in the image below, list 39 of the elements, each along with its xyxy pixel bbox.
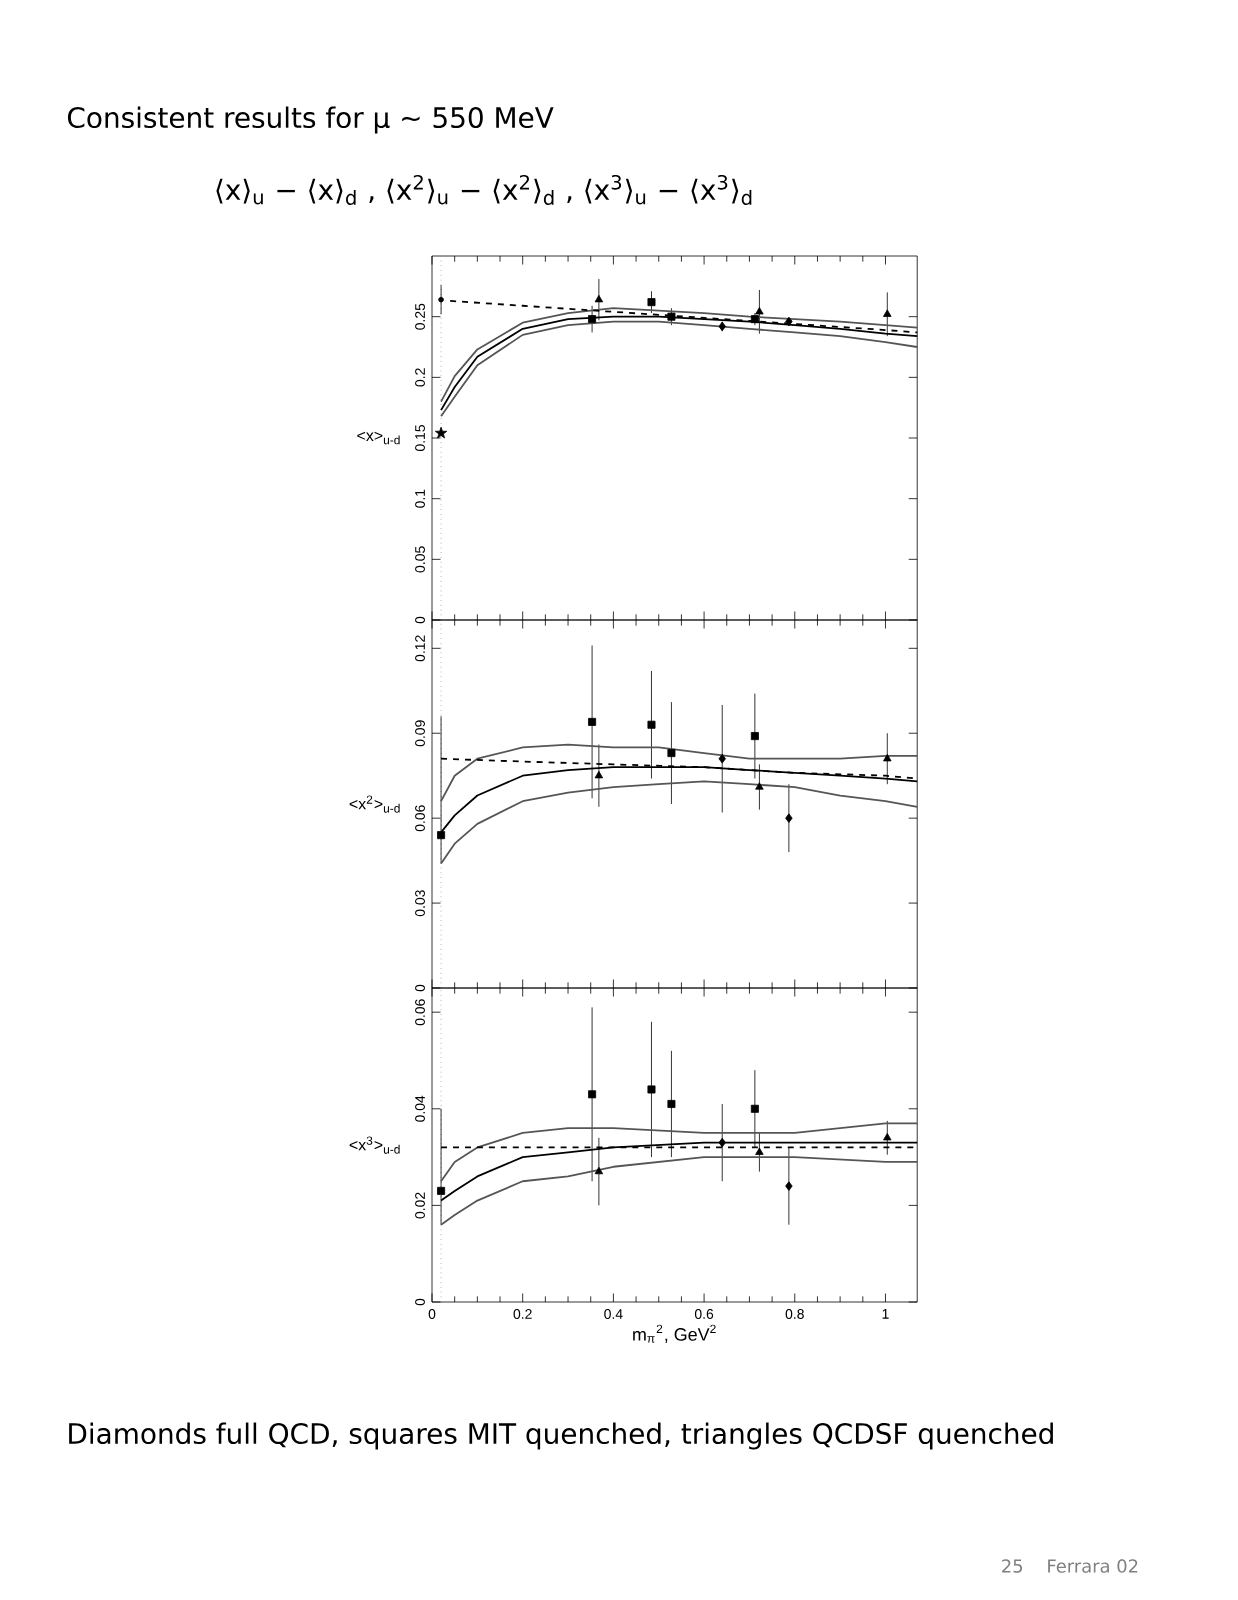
- point: [883, 753, 892, 762]
- point: [438, 296, 444, 303]
- point: [647, 298, 656, 307]
- text: ⟨x⟩$_{u}$ − ⟨x⟩$_{d}$ , ⟨x$^{2}$⟩$_{u}$ − ⟨x$^{2}$⟩$_{d}$ , ⟨x$^{3}$⟩$_{u}$ − ⟨x$^{3}$⟩$_{d}$: [216, 174, 752, 206]
- point: [647, 1085, 656, 1094]
- point: [594, 1166, 604, 1175]
- point: [437, 831, 446, 840]
- text: 25: [1002, 1559, 1023, 1573]
- chart-title: Consistent results for μ ∼ 550 MeV: [67, 106, 554, 134]
- line-series: [440, 1156, 919, 1226]
- point: [588, 315, 597, 324]
- text: Ferrara 02: [1048, 1559, 1138, 1573]
- point: [785, 316, 793, 327]
- point: [755, 1147, 764, 1155]
- point: [594, 770, 604, 779]
- point: [785, 813, 793, 823]
- point: [750, 732, 759, 741]
- point: [434, 426, 448, 439]
- point: [718, 1137, 726, 1148]
- point: [750, 1104, 759, 1113]
- point: [718, 321, 726, 332]
- point: [588, 1090, 597, 1099]
- line-series: [440, 780, 919, 865]
- point: [594, 294, 604, 303]
- point: [647, 720, 656, 729]
- point: [667, 312, 676, 321]
- point: [588, 717, 597, 726]
- x-axis-title: m$_{π}$$^{2}$, GeV$^{2}$: [633, 1324, 716, 1343]
- point: [883, 309, 892, 317]
- point: [718, 753, 726, 764]
- point: [883, 1133, 892, 1141]
- point: [437, 1186, 446, 1195]
- point: [755, 307, 764, 315]
- point: [667, 749, 676, 758]
- line-series: [440, 1122, 919, 1183]
- point: [755, 782, 764, 790]
- point: [667, 1099, 676, 1108]
- point: [785, 1181, 793, 1191]
- text: Diamonds full QCD, squares MIT quenched, triangles QCDSF quenched: [69, 1422, 1053, 1450]
